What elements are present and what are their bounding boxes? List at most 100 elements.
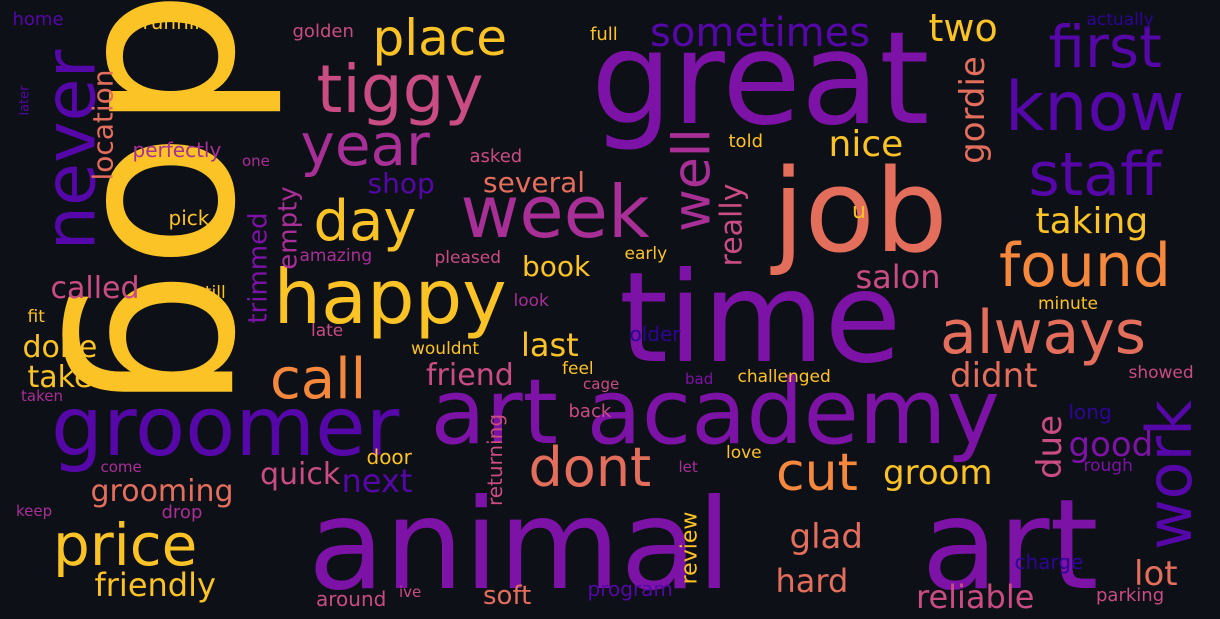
cloud-word-sometimes: sometimes — [650, 10, 871, 56]
cloud-word-cage: cage — [583, 374, 620, 393]
cloud-word-art: art — [921, 472, 1099, 618]
cloud-word-lot: lot — [1134, 554, 1178, 594]
cloud-word-art-academy: art academy — [430, 360, 1000, 465]
cloud-word-shop: shop — [367, 167, 435, 200]
cloud-word-glad: glad — [789, 517, 863, 557]
cloud-word-pick: pick — [168, 206, 210, 230]
cloud-word-book: book — [522, 250, 591, 283]
cloud-word-love: love — [726, 442, 762, 463]
cloud-word-look: look — [513, 290, 549, 311]
cloud-word-gordie: gordie — [952, 56, 993, 164]
cloud-word-several: several — [483, 166, 586, 199]
cloud-word-staff: staff — [1028, 140, 1162, 210]
cloud-word-come: come — [100, 457, 142, 476]
cloud-word-reliable: reliable — [916, 578, 1035, 616]
cloud-word-keep: keep — [16, 501, 53, 520]
cloud-word-good: good — [1068, 425, 1154, 465]
cloud-word-price: price — [53, 511, 198, 579]
cloud-word-know: know — [1005, 68, 1185, 147]
cloud-word-feel: feel — [562, 358, 594, 379]
cloud-word-back: back — [568, 401, 612, 422]
cloud-word-found: found — [999, 231, 1171, 301]
cloud-word-program: program — [587, 577, 673, 601]
cloud-word-well: well — [662, 128, 723, 232]
cloud-word-friendly: friendly — [94, 566, 216, 604]
cloud-word-time: time — [619, 245, 902, 391]
cloud-word-perfectly: perfectly — [132, 138, 222, 162]
cloud-word-cut: cut — [776, 443, 858, 503]
cloud-word-place: place — [372, 9, 508, 67]
cloud-word-call: call — [270, 347, 367, 412]
cloud-word-actually: actually — [1086, 9, 1154, 30]
cloud-word-groomer: groomer — [51, 380, 400, 475]
cloud-word-asked: asked — [469, 146, 523, 167]
cloud-word-pleased: pleased — [434, 247, 502, 268]
cloud-word-running: running — [142, 10, 220, 34]
cloud-word-bad: bad — [685, 369, 714, 388]
cloud-word-trimmed: trimmed — [243, 212, 274, 324]
cloud-word-challenged: challenged — [737, 366, 831, 387]
cloud-word-last: last — [521, 326, 579, 364]
cloud-word-u: u — [852, 199, 866, 224]
cloud-word-first: first — [1048, 13, 1162, 81]
cloud-word-door: door — [366, 445, 412, 469]
cloud-word-didnt: didnt — [950, 356, 1038, 396]
cloud-word-soft: soft — [483, 581, 532, 611]
cloud-word-fit: fit — [27, 306, 45, 327]
cloud-word-called: called — [50, 271, 140, 306]
cloud-word-really: really — [713, 183, 749, 267]
cloud-word-returning: returning — [483, 413, 508, 507]
cloud-word-next: next — [341, 462, 413, 500]
cloud-word-nice: nice — [828, 124, 904, 165]
cloud-word-empty: empty — [273, 186, 304, 270]
cloud-word-golden: golden — [292, 21, 354, 42]
cloud-word-week: week — [460, 170, 650, 254]
cloud-word-happy: happy — [273, 252, 507, 341]
cloud-word-salon: salon — [855, 258, 941, 296]
cloud-word-due: due — [1030, 414, 1071, 480]
cloud-word-groom: groom — [883, 453, 993, 493]
cloud-word-minute: minute — [1038, 293, 1098, 314]
cloud-word-quick: quick — [260, 457, 341, 492]
cloud-word-location: location — [86, 69, 120, 181]
cloud-word-done: done — [22, 330, 98, 365]
cloud-word-wouldnt: wouldnt — [411, 338, 480, 359]
cloud-word-tiggy: tiggy — [316, 51, 484, 128]
cloud-word-ive: ive — [399, 582, 422, 601]
cloud-word-day: day — [313, 189, 417, 254]
cloud-word-hard: hard — [775, 562, 849, 600]
cloud-word-take: take — [27, 360, 93, 395]
cloud-word-home: home — [12, 9, 64, 30]
cloud-word-charge: charge — [1014, 550, 1084, 574]
cloud-word-work: work — [1133, 399, 1207, 551]
cloud-word-animal: animal — [308, 472, 732, 618]
cloud-word-told: told — [728, 131, 764, 152]
cloud-word-dont: dont — [528, 436, 652, 499]
cloud-word-still: still — [196, 282, 226, 303]
cloud-word-friend: friend — [426, 358, 514, 393]
cloud-word-job: job — [772, 144, 948, 279]
cloud-word-later: later — [17, 84, 33, 116]
cloud-word-year: year — [300, 111, 430, 179]
cloud-word-amazing: amazing — [299, 245, 373, 266]
cloud-word-taken: taken — [21, 386, 63, 405]
cloud-word-early: early — [624, 243, 668, 264]
cloud-word-parking: parking — [1096, 585, 1165, 606]
cloud-word-one: one — [242, 151, 270, 170]
cloud-word-grooming: grooming — [90, 474, 234, 509]
cloud-word-great: great — [591, 5, 930, 154]
cloud-word-late: late — [311, 320, 344, 341]
cloud-word-full: full — [590, 24, 618, 45]
cloud-word-showed: showed — [1128, 362, 1194, 383]
cloud-word-taking: taking — [1035, 201, 1149, 242]
cloud-word-around: around — [316, 587, 387, 611]
cloud-word-rough: rough — [1083, 455, 1133, 476]
cloud-word-long: long — [1068, 400, 1112, 424]
cloud-word-let: let — [678, 457, 698, 476]
cloud-word-review: review — [676, 511, 702, 585]
cloud-word-drop: drop — [161, 502, 203, 523]
cloud-word-older: older — [629, 322, 681, 346]
cloud-word-always: always — [940, 298, 1147, 368]
cloud-word-two: two — [928, 6, 998, 50]
